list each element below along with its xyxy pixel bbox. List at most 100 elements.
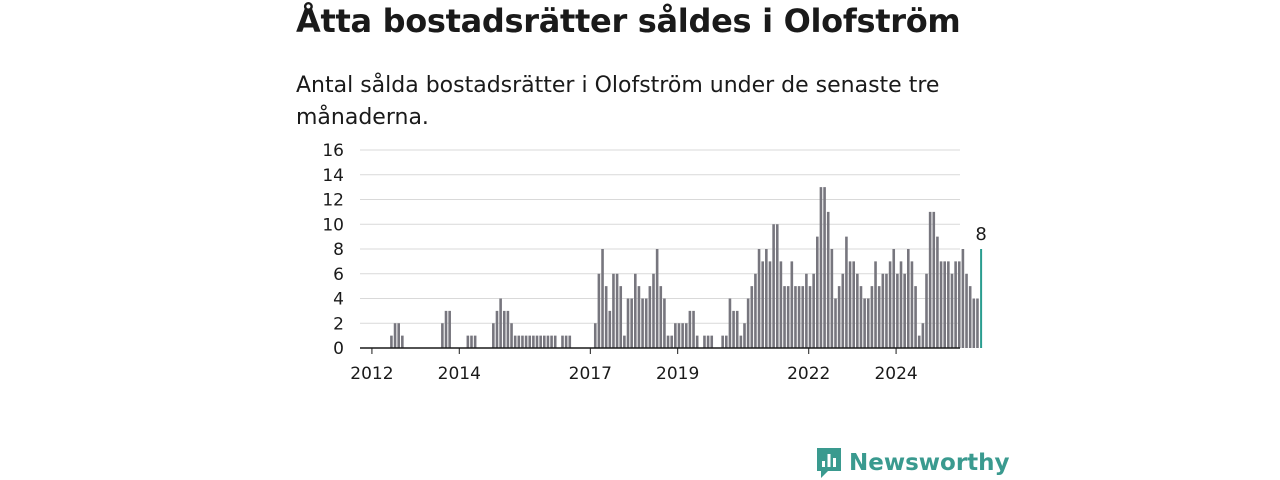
- bar: [870, 286, 874, 348]
- bar: [928, 211, 932, 348]
- bar: [848, 261, 852, 348]
- highlight-data-label: 8: [975, 224, 986, 245]
- bar: [899, 261, 903, 348]
- bar: [768, 261, 772, 348]
- bar: [954, 261, 957, 348]
- bar: [499, 298, 502, 348]
- y-tick-label: 14: [322, 166, 344, 186]
- bar: [550, 335, 553, 348]
- bar: [670, 335, 673, 348]
- x-tick-label: 2017: [569, 364, 612, 384]
- bar: [546, 335, 550, 348]
- bar: [725, 335, 728, 348]
- y-axis-ticks: 0 2 4 6 8 10 12 14 16: [322, 141, 344, 359]
- bar: [939, 261, 943, 348]
- bar: [805, 273, 808, 348]
- bar: [564, 335, 568, 348]
- bar: [666, 335, 670, 348]
- bar: [837, 286, 841, 348]
- bar: [517, 335, 521, 348]
- bar: [444, 310, 448, 348]
- annotations: 8: [975, 224, 986, 245]
- bar: [816, 236, 819, 348]
- bar: [492, 323, 495, 348]
- bar: [812, 273, 815, 348]
- bar: [728, 298, 732, 348]
- bar: [786, 286, 790, 348]
- bar: [892, 249, 896, 348]
- bar: [612, 273, 615, 348]
- bar: [608, 310, 612, 348]
- bar: [743, 323, 746, 348]
- bar: [637, 286, 641, 348]
- bar: [688, 310, 692, 348]
- y-tick-label: 8: [333, 240, 344, 260]
- bar: [797, 286, 801, 348]
- bar: [794, 286, 797, 348]
- bar: [506, 310, 510, 348]
- bar: [470, 335, 473, 348]
- bar: [972, 298, 976, 348]
- bar: [947, 261, 950, 348]
- bar: [604, 286, 608, 348]
- y-tick-label: 16: [322, 141, 344, 161]
- bar: [441, 323, 444, 348]
- bar: [539, 335, 542, 348]
- bar: [513, 335, 517, 348]
- bar: [681, 323, 684, 348]
- bar: [750, 286, 754, 348]
- bar: [907, 249, 910, 348]
- bar: [466, 335, 470, 348]
- bar: [641, 298, 644, 348]
- x-tick-label: 2019: [656, 364, 699, 384]
- bar: [524, 335, 528, 348]
- chart-subtitle: Antal sålda bostadsrätter i Olofström un…: [296, 73, 940, 130]
- bar: [502, 310, 506, 348]
- bar: [721, 335, 724, 348]
- bar: [655, 249, 659, 348]
- bar: [739, 335, 743, 348]
- bar: [932, 211, 936, 348]
- bar: [823, 187, 826, 348]
- bar: [695, 335, 699, 348]
- newsworthy-brand[interactable]: Newsworthy: [815, 446, 1010, 480]
- bar: [976, 298, 979, 348]
- bar: [801, 286, 805, 348]
- bar: [619, 286, 623, 348]
- bar: [943, 261, 946, 348]
- x-tick-label: 2022: [787, 364, 830, 384]
- x-axis: 2012 2014 2017 2019 2022 2024: [350, 347, 960, 384]
- newsworthy-logo-icon: [817, 448, 841, 478]
- bar: [881, 273, 885, 348]
- chart-title: Åtta bostadsrätter såldes i Olofström: [296, 2, 961, 40]
- bar: [874, 261, 877, 348]
- bar: [615, 273, 619, 348]
- bar: [888, 261, 892, 348]
- bar: [703, 335, 706, 348]
- bar: [561, 335, 564, 348]
- bar: [652, 273, 655, 348]
- bar: [663, 298, 666, 348]
- bar: [754, 273, 757, 348]
- x-tick-label: 2012: [350, 364, 393, 384]
- bar: [957, 261, 961, 348]
- bar: [674, 323, 677, 348]
- bar: [819, 187, 823, 348]
- bar: [677, 323, 681, 348]
- bar: [783, 286, 786, 348]
- bar: [390, 335, 393, 348]
- bar: [473, 335, 477, 348]
- bar: [765, 249, 768, 348]
- bar: [528, 335, 532, 348]
- bar: [634, 273, 637, 348]
- x-tick-label: 2014: [438, 364, 481, 384]
- y-tick-label: 10: [322, 215, 344, 235]
- bar: [885, 273, 888, 348]
- bar: [866, 298, 870, 348]
- bar: [630, 298, 633, 348]
- bar: [706, 335, 710, 348]
- bar: [644, 298, 648, 348]
- bar: [856, 273, 859, 348]
- bar: [732, 310, 735, 348]
